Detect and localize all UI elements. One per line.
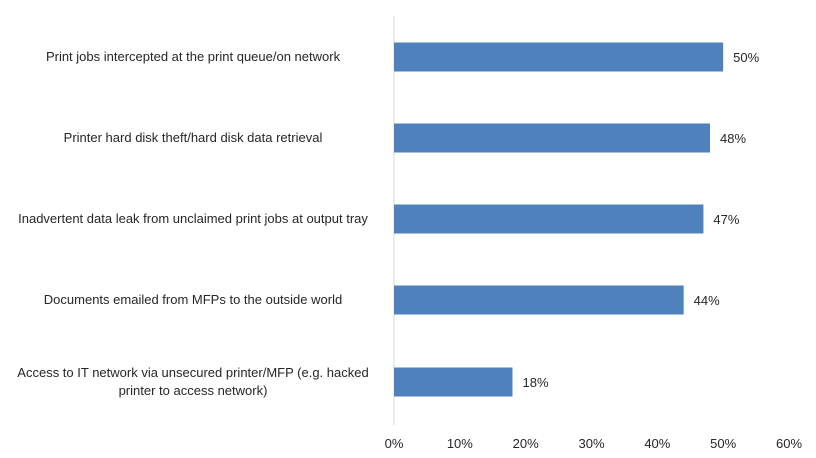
bar [394, 123, 710, 153]
x-tick-label: 60% [776, 436, 802, 451]
category-label: Documents emailed from MFPs to the outsi… [43, 292, 343, 307]
category-label: Printer hard disk theft/hard disk data r… [63, 130, 323, 145]
bar-value-label: 18% [523, 375, 549, 390]
x-tick-label: 10% [447, 436, 473, 451]
x-tick-label: 40% [644, 436, 670, 451]
x-tick-label: 30% [578, 436, 604, 451]
category-label: Access to IT network via unsecured print… [17, 365, 369, 398]
x-tick-label: 50% [710, 436, 736, 451]
x-tick-label: 20% [513, 436, 539, 451]
bar-value-label: 44% [694, 293, 720, 308]
bar [394, 367, 513, 397]
category-label: Print jobs intercepted at the print queu… [45, 49, 341, 64]
bar-value-label: 48% [720, 131, 746, 146]
bar [394, 285, 684, 315]
x-tick-label: 0% [385, 436, 404, 451]
bars-group [394, 42, 724, 397]
value-labels-group: 50% 48% 47% 44% 18% [523, 50, 760, 390]
bar-value-label: 50% [733, 50, 759, 65]
bar [394, 204, 704, 234]
x-axis-ticks-group: 0% 10% 20% 30% 40% 50% 60% [385, 436, 803, 451]
category-label: Inadvertent data leak from unclaimed pri… [18, 211, 368, 226]
bar [394, 42, 724, 72]
bar-value-label: 47% [713, 212, 739, 227]
